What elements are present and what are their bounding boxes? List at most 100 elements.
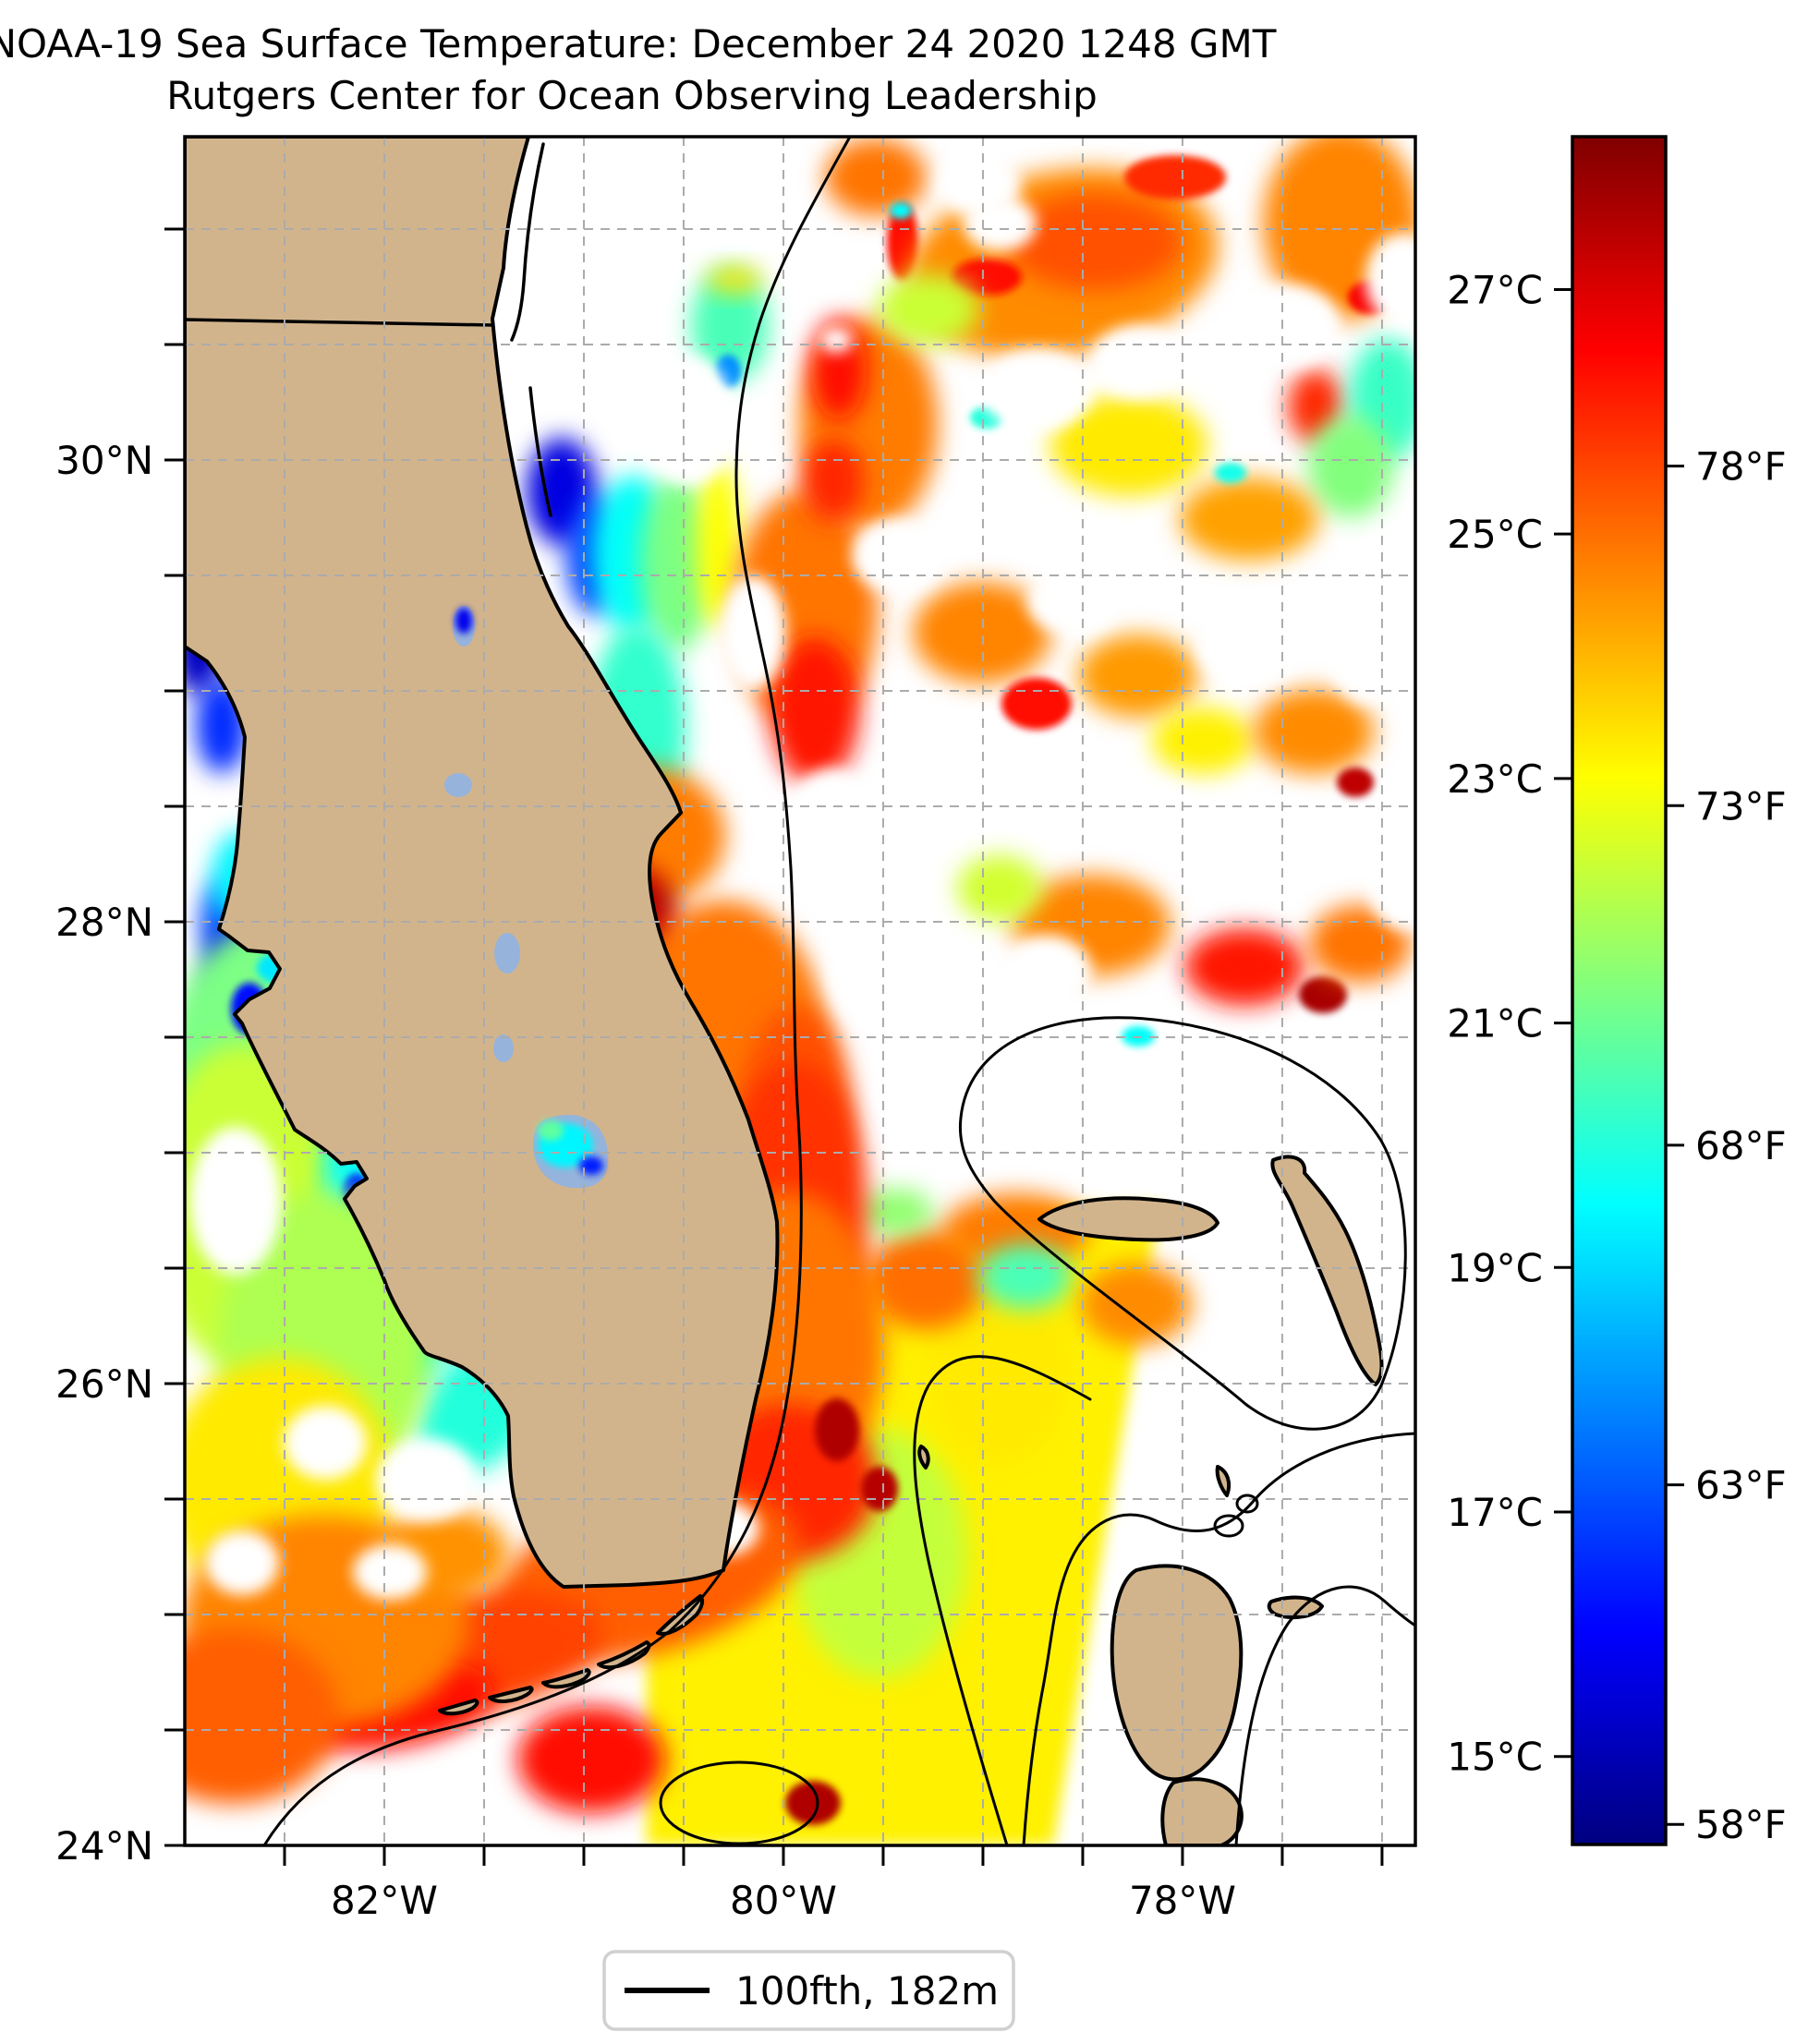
cloud-region [981, 348, 1092, 431]
colorbar-label-fahrenheit: 78°F [1695, 444, 1787, 490]
depth-contour-cay-sal-bank [659, 1760, 819, 1845]
cloud-region [642, 356, 734, 485]
depth-contour-tongue-of-the-ocean [1234, 1585, 1415, 1845]
cloud-region [852, 519, 944, 593]
colorbar: 27°C 25°C 23°C 21°C 19°C 17°C 15°C 78°F 73°F 68°… [1447, 135, 1787, 1847]
sst-region [859, 1189, 933, 1235]
figure-title-line2: Rutgers Center for Ocean Observing Leade… [166, 73, 1098, 118]
cloud-region [1198, 611, 1300, 685]
colorbar-label-celsius: 19°C [1447, 1245, 1543, 1290]
sst-region [1081, 1263, 1192, 1346]
grand-bahama-island [1037, 1196, 1219, 1242]
sst-region [1299, 976, 1347, 1013]
map-area [185, 137, 1415, 1845]
sst-region [866, 1228, 986, 1330]
andros-island-north [1110, 1564, 1244, 1782]
sst-region [1184, 928, 1304, 1006]
colorbar-label-fahrenheit: 68°F [1695, 1123, 1787, 1168]
sst-region [1078, 635, 1198, 718]
depth-contour-gulf-stream [262, 137, 852, 1845]
sst-region [1308, 416, 1393, 517]
sst-region [803, 439, 864, 522]
colorbar-label-fahrenheit: 58°F [1695, 1802, 1787, 1847]
key-island [438, 1699, 479, 1716]
sst-region [185, 1628, 339, 1804]
colorbar-label-fahrenheit: 63°F [1695, 1463, 1787, 1508]
sst-region [1001, 678, 1072, 730]
key-island [541, 1668, 591, 1689]
sst-region [697, 462, 741, 628]
cloud-region [720, 575, 786, 690]
cloud-region [829, 916, 930, 1027]
andros-island-south [1160, 1777, 1244, 1845]
cloud-region [880, 1050, 972, 1133]
cloud-region [1129, 1059, 1240, 1124]
atlantic-barrier-islands-north [510, 142, 545, 342]
cloud-region [940, 488, 1022, 550]
x-axis: 82°W 80°W 78°W [283, 1845, 1384, 1923]
atlantic-barrier-islands-south [528, 386, 552, 517]
x-tick-label: 82°W [331, 1878, 438, 1923]
sst-region [785, 1781, 841, 1825]
lake-apopka [444, 773, 472, 797]
map-frame [183, 135, 1417, 1847]
sst-region [957, 855, 1042, 922]
figure-title-line1: NOAA-19 Sea Surface Temperature: Decembe… [0, 21, 1277, 67]
cloud-region [780, 768, 887, 898]
sst-region [1124, 155, 1226, 200]
cloud-region [1369, 847, 1415, 930]
cloud-region [1328, 593, 1411, 704]
colorbar-gradient-bar [1571, 135, 1668, 1846]
cloud-region [1231, 284, 1341, 367]
sst-region [890, 202, 912, 219]
x-tick-label: 78°W [1129, 1878, 1236, 1923]
sst-region [825, 139, 927, 216]
lake-istokpoga [493, 1034, 514, 1062]
sst-region [979, 1244, 1072, 1309]
x-tick-label: 80°W [730, 1878, 837, 1923]
sst-region [1337, 768, 1374, 797]
cloud-region [1027, 570, 1120, 635]
sst-region [815, 1398, 859, 1461]
cloud-region [1090, 325, 1186, 399]
sst-region [1152, 708, 1254, 774]
y-axis: 30°N 28°N 26°N 24°N [55, 227, 185, 1869]
cloud-region [284, 1406, 367, 1480]
cloud-region [376, 1438, 478, 1521]
colorbar-label-celsius: 17°C [1447, 1490, 1543, 1535]
sst-region [913, 582, 1051, 683]
cloud-region [189, 1127, 282, 1275]
colorbar-fahrenheit-ticks: 78°F 73°F 68°F 63°F 58°F [1666, 444, 1787, 1847]
cloud-region [1365, 233, 1415, 325]
depth-contours [262, 137, 1415, 1845]
depth-contour-small-bank-1 [1213, 1514, 1244, 1538]
sst-region [771, 637, 859, 785]
cloud-region [353, 1544, 427, 1600]
sst-region [1180, 478, 1318, 561]
sst-region [691, 268, 769, 382]
georgia-florida-state-line [185, 318, 494, 327]
sst-region [1309, 905, 1411, 983]
key-island [656, 1594, 705, 1636]
graticule-grid [185, 137, 1415, 1845]
sst-region [517, 1706, 665, 1813]
y-tick-label: 28°N [55, 900, 153, 945]
bimini-islands [917, 1445, 930, 1470]
lake-sst-region [538, 1120, 564, 1141]
lake-sst-layer [455, 608, 603, 1175]
legend-label: 100fth, 182m [735, 1968, 999, 2014]
colorbar-label-fahrenheit: 73°F [1695, 783, 1787, 828]
sst-region [1007, 194, 1183, 290]
y-tick-label: 30°N [55, 438, 153, 483]
sst-region [1050, 394, 1207, 496]
depth-contour-bahama-bank-west [913, 1355, 1092, 1845]
cloud-region [1000, 935, 1092, 1009]
y-tick-label: 24°N [55, 1823, 153, 1869]
legend-box: 100fth, 182m [602, 1950, 1015, 2031]
sst-region [878, 274, 979, 345]
sst-region [1254, 689, 1374, 774]
colorbar-celsius-ticks: 27°C 25°C 23°C 21°C 19°C 17°C 15°C [1447, 267, 1572, 1780]
depth-contour-great-bahama-bank [1022, 1432, 1415, 1845]
